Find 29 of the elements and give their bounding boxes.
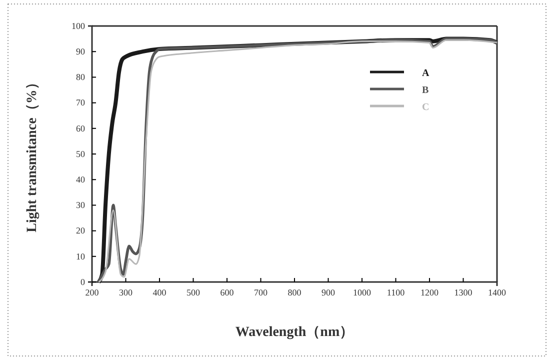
- y-tick-label: 0: [80, 276, 86, 287]
- x-tick-label: 300: [119, 287, 133, 298]
- y-tick-label: 40: [76, 174, 86, 184]
- y-tick-label: 30: [76, 200, 86, 210]
- y-tick-label: 100: [72, 20, 86, 31]
- x-tick-label: 500: [186, 287, 200, 298]
- x-tick-label: 800: [288, 287, 302, 298]
- y-tick-label: 70: [76, 98, 86, 108]
- y-tick-label: 10: [76, 251, 86, 262]
- legend-label: C: [422, 102, 430, 113]
- y-tick-label: 60: [76, 123, 86, 134]
- x-tick-label: 1000: [353, 287, 372, 298]
- legend-label: A: [422, 68, 430, 79]
- x-tick-label: 600: [220, 287, 234, 298]
- x-tick-label: 700: [254, 287, 268, 298]
- legend-label: B: [422, 85, 429, 96]
- x-axis-title: Wavelength（nm）: [235, 325, 354, 340]
- x-tick-label: 200: [85, 287, 100, 298]
- y-tick-label: 80: [76, 72, 86, 82]
- y-tick-label: 90: [76, 46, 86, 56]
- x-tick-label: 400: [152, 287, 167, 298]
- x-tick-label: 1100: [386, 287, 406, 298]
- x-tick-label: 1300: [454, 287, 473, 298]
- x-tick-label: 1400: [488, 287, 506, 298]
- x-tick-label: 1200: [420, 287, 439, 298]
- y-tick-label: 20: [76, 226, 86, 236]
- y-tick-label: 50: [76, 148, 86, 159]
- x-tick-label: 900: [322, 287, 336, 298]
- y-axis-title: Light transmitance（%）: [25, 76, 40, 232]
